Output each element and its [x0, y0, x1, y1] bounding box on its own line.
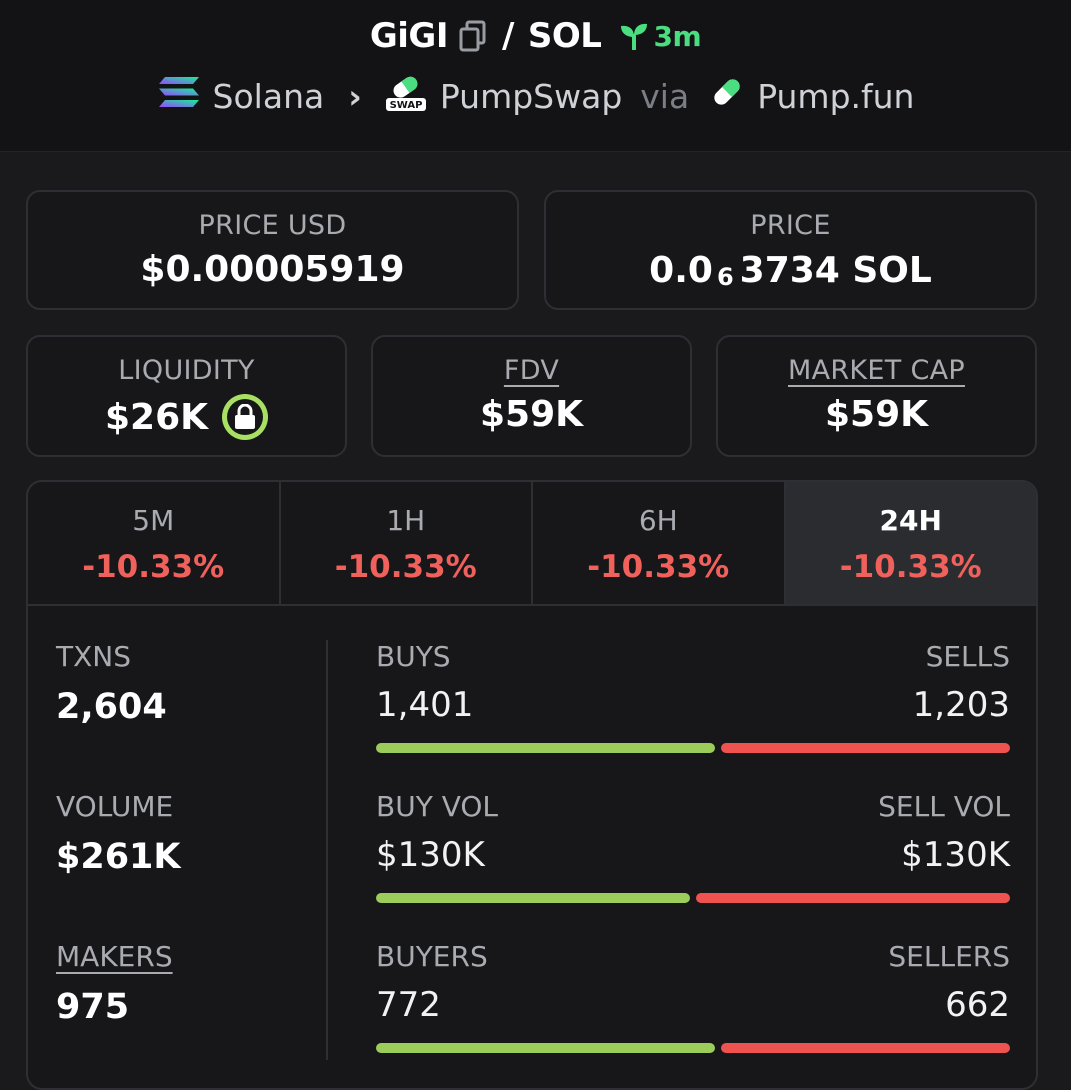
price-usd-label: PRICE USD: [198, 210, 347, 241]
tab-24h-label: 24H: [879, 504, 942, 537]
lock-icon[interactable]: [222, 394, 269, 440]
liquidity-label: LIQUIDITY: [118, 355, 255, 386]
price-sol-label: PRICE: [750, 210, 831, 241]
makers-value: 975: [56, 987, 130, 1027]
token-symbol: GiGI: [369, 16, 449, 56]
buyers-value: 772: [376, 985, 441, 1025]
solana-icon: [157, 75, 201, 117]
stats-divider: [326, 640, 328, 1060]
buy-vol-bar: [376, 893, 690, 903]
pair-age: 3m: [619, 19, 702, 53]
pumpswap-icon-text: SWAP: [389, 100, 422, 111]
tab-1h-label: 1H: [386, 504, 426, 537]
buys-label: BUYS: [376, 640, 451, 673]
liquidity-card: LIQUIDITY $26K: [26, 335, 347, 457]
timeframe-tabs: 5M -10.33% 1H -10.33% 6H -10.33% 24H -10…: [28, 482, 1036, 606]
tab-24h-change: -10.33%: [839, 549, 982, 585]
sellers-bar: [721, 1043, 1010, 1053]
buys-bar: [376, 743, 715, 753]
chain-link[interactable]: Solana: [212, 76, 325, 116]
txns-label: TXNS: [56, 640, 132, 673]
price-usd-card: PRICE USD $0.00005919: [26, 190, 519, 310]
dex-link[interactable]: PumpSwap: [439, 76, 623, 116]
market-cap-label[interactable]: MARKET CAP: [788, 355, 965, 386]
via-text: via: [640, 76, 690, 116]
tab-5m-label: 5M: [132, 504, 175, 537]
pair-title: GiGI / SOL 3m: [0, 16, 1071, 56]
sprout-icon: [621, 23, 648, 50]
fdv-value: $59K: [479, 394, 584, 435]
txns-metric: TXNS 2,604: [56, 640, 167, 727]
buys-value: 1,401: [376, 685, 474, 725]
copy-icon[interactable]: [458, 19, 488, 53]
makers-label[interactable]: MAKERS: [56, 940, 173, 973]
volume-bar: [376, 893, 1010, 903]
buy-vol-value: $130K: [376, 835, 485, 875]
tab-5m[interactable]: 5M -10.33%: [28, 482, 281, 604]
pair-separator: /: [501, 16, 514, 56]
tab-1h[interactable]: 1H -10.33%: [281, 482, 533, 604]
pill-icon: [709, 74, 745, 118]
liquidity-value-row: $26K: [28, 394, 345, 440]
sells-bar: [721, 743, 1010, 753]
chevron-right-icon: ›: [348, 76, 362, 116]
price-usd-value: $0.00005919: [140, 249, 405, 290]
price-sol-suffix: 3734 SOL: [739, 249, 932, 291]
volume-value: $261K: [56, 837, 181, 877]
tab-6h-label: 6H: [638, 504, 678, 537]
tab-1h-change: -10.33%: [334, 549, 477, 585]
sell-vol-bar: [696, 893, 1010, 903]
buys-sells-bar: [376, 743, 1010, 753]
market-cap-value: $59K: [824, 394, 929, 435]
breadcrumb: Solana › SWAP PumpSwap via Pump.fun: [0, 72, 1071, 120]
fdv-card: FDV $59K: [371, 335, 692, 457]
tab-24h[interactable]: 24H -10.33%: [785, 482, 1036, 604]
volume-label: VOLUME: [56, 790, 174, 823]
price-sol-prefix: 0.0: [649, 249, 713, 291]
tab-6h-change: -10.33%: [587, 549, 730, 585]
fdv-label[interactable]: FDV: [503, 355, 560, 386]
price-sol-value: 0.0 6 3734 SOL: [546, 249, 1035, 292]
buyers-sellers-bar: [376, 1043, 1010, 1053]
tab-5m-change: -10.33%: [82, 549, 225, 585]
sells-value: 1,203: [912, 685, 1010, 725]
quote-symbol: SOL: [527, 16, 602, 56]
launchpad-link[interactable]: Pump.fun: [757, 76, 915, 116]
liquidity-value: $26K: [104, 396, 209, 438]
buyers-bar: [376, 1043, 715, 1053]
sellers-label: SELLERS: [888, 940, 1010, 973]
pumpswap-icon: SWAP: [384, 72, 428, 120]
price-sol-card: PRICE 0.0 6 3734 SOL: [544, 190, 1037, 310]
buyers-label: BUYERS: [376, 940, 488, 973]
buys-sells-row: BUYS SELLS 1,401 1,203: [376, 640, 1010, 753]
price-sol-zero-count: 6: [716, 263, 734, 291]
pair-age-value: 3m: [653, 19, 702, 53]
market-cap-card: MARKET CAP $59K: [716, 335, 1037, 457]
pair-header: GiGI / SOL 3m Solana: [0, 0, 1071, 152]
sells-label: SELLS: [925, 640, 1010, 673]
sell-vol-value: $130K: [901, 835, 1010, 875]
buy-vol-label: BUY VOL: [376, 790, 499, 823]
buyers-sellers-row: BUYERS SELLERS 772 662: [376, 940, 1010, 1053]
volume-metric: VOLUME $261K: [56, 790, 181, 877]
volume-row: BUY VOL SELL VOL $130K $130K: [376, 790, 1010, 903]
txns-value: 2,604: [56, 687, 167, 727]
tab-6h[interactable]: 6H -10.33%: [533, 482, 786, 604]
sellers-value: 662: [945, 985, 1010, 1025]
sell-vol-label: SELL VOL: [878, 790, 1010, 823]
makers-metric: MAKERS 975: [56, 940, 173, 1027]
trading-stats-panel: 5M -10.33% 1H -10.33% 6H -10.33% 24H -10…: [26, 480, 1038, 1090]
